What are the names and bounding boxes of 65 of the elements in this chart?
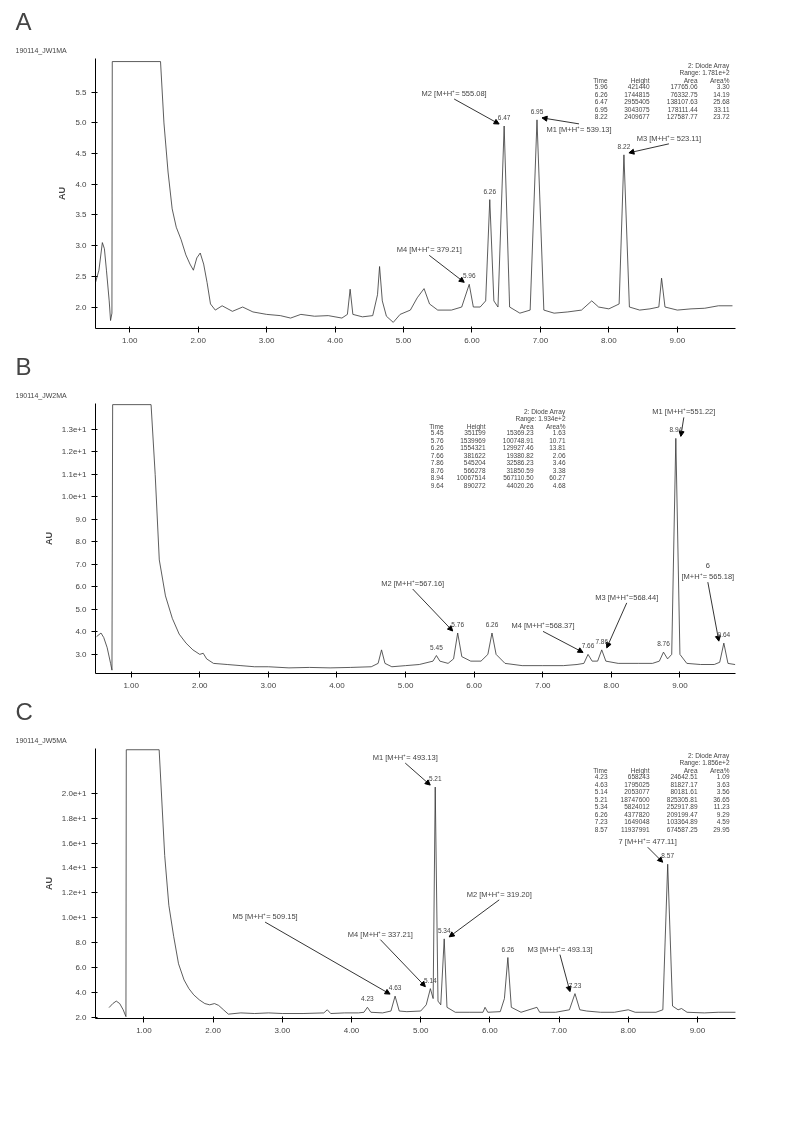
y-tick-label: 1.2e+1	[61, 888, 88, 898]
y-tick-label: 5.5	[75, 87, 88, 97]
x-tick-label: 7.00	[532, 335, 549, 345]
x-tick-label: 3.00	[260, 680, 277, 690]
x-tick-label: 7.00	[534, 680, 552, 690]
chart-title: C	[15, 697, 33, 725]
y-tick-label: 1.6e+1	[61, 838, 88, 848]
x-tick-label: 9.00	[672, 680, 689, 690]
x-tick-label: 1.00	[123, 680, 140, 690]
x-tick-label: 3.00	[274, 1025, 291, 1035]
y-tick-label: 2.0	[75, 1012, 88, 1022]
x-tick-label: 5.00	[395, 335, 412, 345]
y-tick-label: 1.1e+1	[61, 469, 88, 479]
y-tick-label: 4.0	[75, 627, 88, 637]
y-tick-label: 5.0	[75, 604, 88, 614]
x-tick-label: 3.00	[258, 335, 275, 345]
y-axis-title: AU	[43, 532, 54, 545]
x-tick-label: 8.00	[620, 1025, 637, 1035]
x-tick-label: 7.00	[551, 1025, 568, 1035]
y-axis-title: AU	[57, 187, 68, 200]
y-tick-label: 2.0e+1	[61, 788, 88, 798]
y-tick-label: 3.0	[75, 241, 88, 251]
y-tick-label: 2.0	[75, 302, 88, 312]
x-tick-label: 9.00	[669, 335, 686, 345]
x-tick-label: 4.00	[329, 680, 346, 690]
x-tick-label: 1.00	[136, 1025, 153, 1035]
y-tick-label: 1.3e+1	[61, 424, 88, 434]
x-tick-label: 9.00	[689, 1025, 706, 1035]
x-tick-label: 2.00	[205, 1025, 222, 1035]
line-series	[108, 749, 736, 1018]
line-series	[96, 404, 736, 671]
x-tick-label: 6.00	[464, 335, 481, 345]
chart-title: B	[15, 352, 32, 380]
y-tick-label: 7.0	[75, 559, 88, 569]
x-tick-label: 2.00	[190, 335, 207, 345]
x-tick-label: 2.00	[191, 680, 209, 690]
line-series	[95, 61, 733, 323]
y-tick-label: 6.0	[75, 582, 88, 592]
y-tick-label: 1.2e+1	[61, 447, 88, 457]
x-tick-label: 8.00	[601, 335, 618, 345]
y-tick-label: 8.0	[75, 537, 88, 547]
y-tick-label: 8.0	[75, 938, 88, 948]
y-tick-label: 1.0e+1	[61, 913, 88, 923]
x-tick-label: 5.00	[397, 680, 414, 690]
y-tick-label: 4.5	[75, 149, 88, 159]
chart-title: A	[15, 7, 32, 35]
y-tick-label: 4.0	[75, 179, 88, 189]
y-tick-label: 4.0	[75, 987, 88, 997]
y-tick-label: 5.0	[75, 118, 88, 128]
y-tick-label: 6.0	[75, 962, 88, 972]
x-tick-label: 8.00	[603, 680, 620, 690]
y-tick-label: 1.4e+1	[61, 863, 88, 873]
y-tick-label: 9.0	[75, 514, 88, 524]
x-tick-label: 5.00	[412, 1025, 430, 1035]
x-tick-label: 6.00	[482, 1025, 499, 1035]
x-tick-label: 1.00	[121, 335, 139, 345]
y-axis-title: AU	[43, 877, 54, 890]
x-tick-label: 4.00	[327, 335, 344, 345]
y-tick-label: 3.0	[75, 649, 88, 659]
x-tick-label: 4.00	[343, 1025, 360, 1035]
x-tick-label: 6.00	[466, 680, 483, 690]
y-tick-label: 1.0e+1	[61, 492, 88, 502]
y-tick-label: 1.8e+1	[61, 813, 88, 823]
y-tick-label: 2.5	[75, 271, 88, 281]
y-tick-label: 3.5	[75, 210, 88, 220]
